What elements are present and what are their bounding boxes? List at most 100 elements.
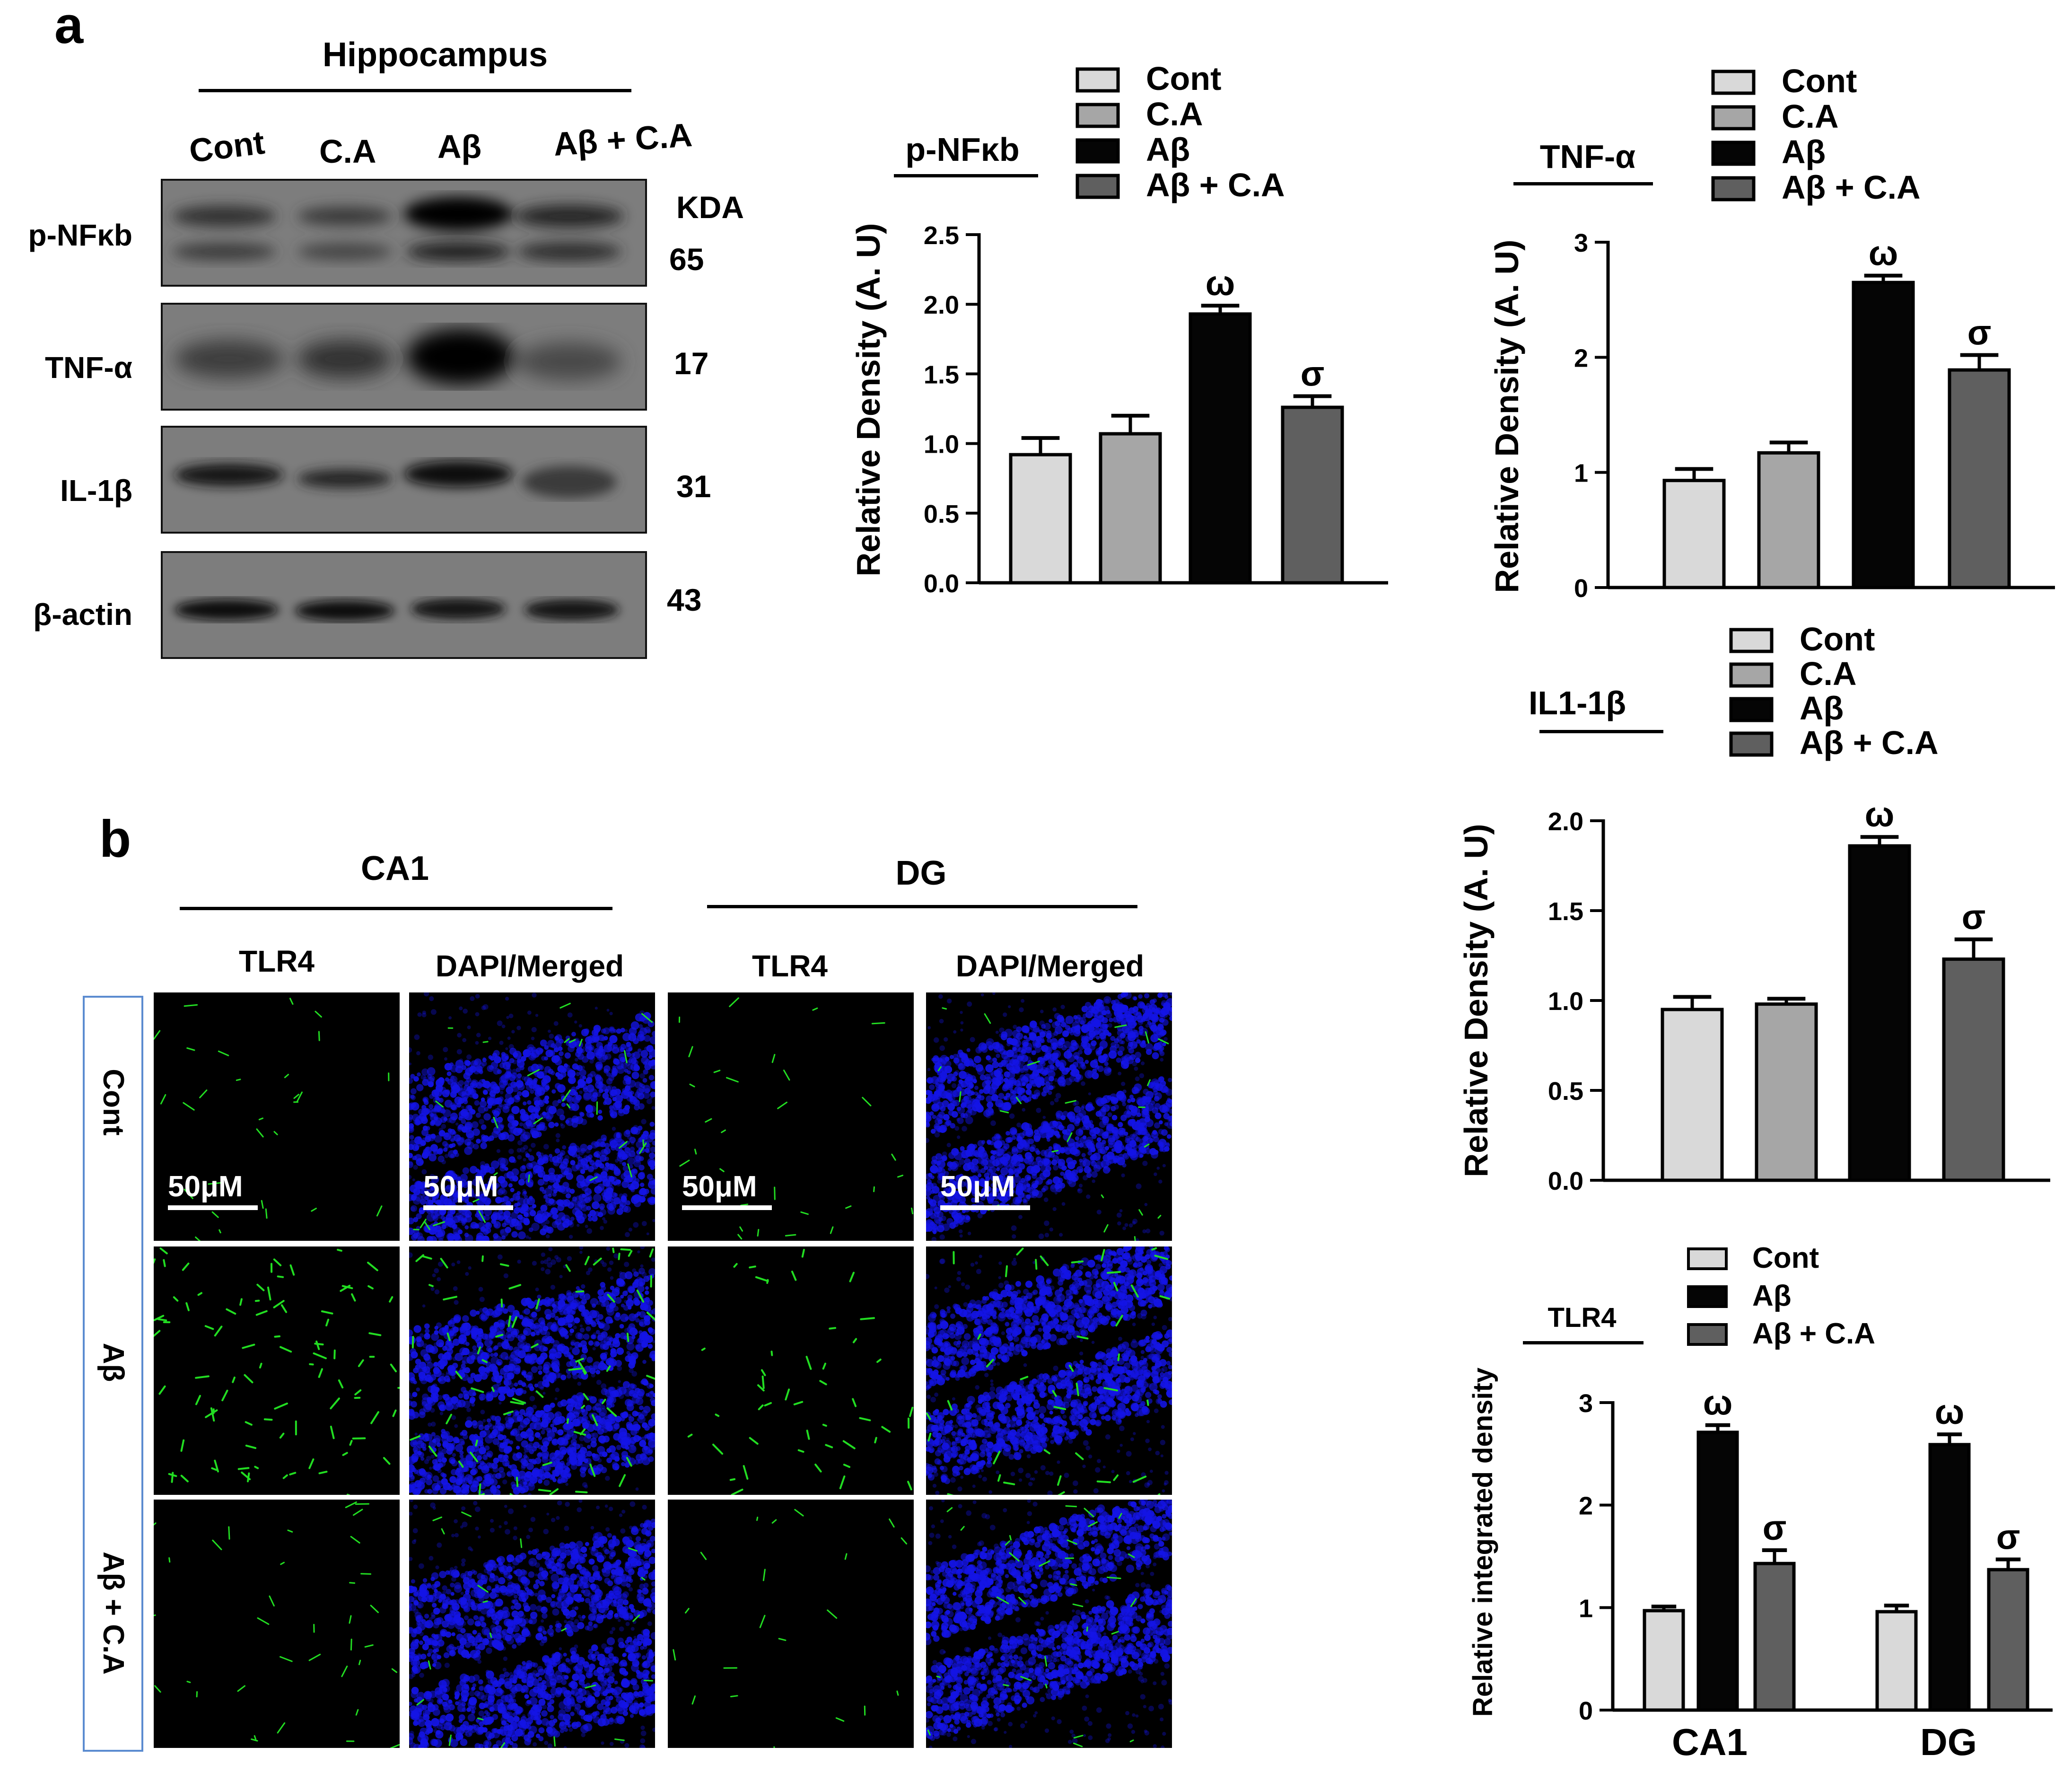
y-tick-label: 0.0	[924, 570, 959, 598]
bar	[1948, 368, 2011, 589]
column-header: DAPI/Merged	[435, 949, 624, 983]
micrograph-tile	[154, 1500, 400, 1748]
y-tick-label: 1.0	[1548, 987, 1583, 1016]
y-tick-label: 1	[1579, 1594, 1593, 1623]
micrograph-image	[926, 1500, 1172, 1748]
column-header: TLR4	[752, 949, 828, 983]
bar	[1942, 957, 2005, 1182]
scale-bar-label: 50μM	[423, 1170, 498, 1203]
region-title-dg: DG	[895, 854, 947, 892]
blot-row-label: TNF-α	[44, 351, 132, 385]
y-tick-label: 0	[1579, 1697, 1593, 1725]
panel-label-b: b	[99, 810, 131, 868]
significance-marker: σ	[1301, 354, 1325, 394]
scale-bar	[682, 1205, 772, 1210]
blot-strip-pnfkb	[161, 179, 647, 287]
bar	[1643, 1609, 1685, 1712]
kda-value: 65	[669, 242, 704, 277]
y-axis-label: Relative integrated density	[1468, 1368, 1498, 1717]
micrograph-image	[926, 992, 1172, 1241]
significance-marker: ω	[1703, 1383, 1733, 1422]
significance-marker: σ	[1763, 1508, 1787, 1547]
micrograph-tile: 50μM	[409, 992, 655, 1241]
micrograph-tile	[409, 1246, 655, 1495]
y-axis-label: Relative Density (A. U)	[1458, 824, 1495, 1177]
legend-swatch	[1711, 105, 1756, 131]
legend-swatch	[1711, 140, 1756, 166]
blot-region-title: Hippocampus	[322, 36, 548, 74]
blot-bands	[175, 598, 619, 621]
micrograph-tile	[409, 1500, 655, 1748]
chart-title: p-NFκb	[905, 131, 1019, 168]
legend-label: Aβ	[1782, 133, 1826, 170]
bar	[1099, 432, 1162, 585]
y-tick-label: 0.5	[1548, 1077, 1583, 1106]
significance-marker: ω	[1206, 263, 1235, 303]
y-tick-label: 2.0	[924, 291, 959, 319]
region-rule-ca1	[180, 907, 612, 910]
micrograph-image	[687, 1249, 914, 1495]
legend-swatch	[1687, 1247, 1728, 1270]
scale-bar	[423, 1205, 513, 1210]
legend-label: Cont	[1752, 1242, 1819, 1274]
panel-label-a: a	[54, 0, 84, 54]
scale-bar	[168, 1205, 258, 1210]
scale-bar-label: 50μM	[682, 1170, 757, 1203]
micrograph-tile	[926, 1246, 1172, 1495]
bar	[1009, 453, 1072, 585]
significance-marker: σ	[1962, 897, 1986, 937]
chart-title: TLR4	[1548, 1302, 1617, 1333]
y-tick-label: 1.5	[1548, 897, 1583, 926]
y-tick-label: 0	[1574, 574, 1588, 603]
bar	[1987, 1568, 2029, 1712]
scale-bar-label: 50μM	[168, 1170, 243, 1203]
column-header: TLR4	[239, 944, 315, 978]
micrograph-tile: 50μM	[154, 992, 400, 1241]
legend-swatch	[1711, 70, 1756, 95]
blot-bands	[172, 197, 624, 261]
bar	[1757, 451, 1820, 589]
y-tick-label: 1.0	[924, 430, 959, 459]
micrograph-image	[926, 1246, 1172, 1495]
bar	[1755, 1002, 1818, 1182]
micrograph-tile	[668, 1500, 914, 1748]
micrograph-image	[154, 1247, 400, 1495]
region-title-ca1: CA1	[360, 850, 429, 887]
y-axis-label: Relative Density (A. U)	[1488, 240, 1525, 593]
scale-bar	[940, 1205, 1030, 1210]
row-group-border	[83, 996, 143, 1752]
chart-title-rule	[1523, 1341, 1644, 1344]
blot-region-rule	[199, 89, 631, 92]
column-header: DAPI/Merged	[955, 949, 1145, 983]
chart-title-rule	[1513, 182, 1653, 185]
y-tick-label: 2	[1574, 344, 1588, 372]
significance-marker: ω	[1865, 795, 1895, 834]
legend-label: C.A	[1146, 96, 1203, 132]
region-rule-dg	[707, 905, 1137, 908]
legend-label: Aβ + C.A	[1146, 167, 1285, 203]
chart-title-rule	[1539, 730, 1663, 733]
kda-value: 31	[676, 469, 711, 504]
legend-swatch	[1075, 103, 1120, 128]
micrograph-tile	[668, 1246, 914, 1495]
legend-swatch	[1729, 662, 1774, 688]
bar	[1661, 1008, 1724, 1182]
blot-bands	[175, 328, 621, 385]
bar	[1696, 1431, 1739, 1712]
micrograph-tile: 50μM	[668, 992, 914, 1241]
legend-label: Aβ + C.A	[1782, 169, 1921, 206]
bar	[1848, 844, 1911, 1182]
legend-swatch	[1729, 731, 1774, 757]
bar	[1928, 1443, 1971, 1712]
legend-swatch	[1729, 628, 1774, 653]
kda-value: 43	[667, 582, 702, 617]
legend-swatch	[1687, 1323, 1728, 1346]
y-tick-label: 2.0	[1548, 808, 1583, 836]
bar	[1281, 405, 1344, 585]
legend-label: C.A	[1800, 655, 1857, 692]
bar	[1189, 312, 1252, 585]
lane-label-abeta: Aβ	[437, 128, 482, 165]
blot-row-label: IL-1β	[60, 474, 132, 508]
